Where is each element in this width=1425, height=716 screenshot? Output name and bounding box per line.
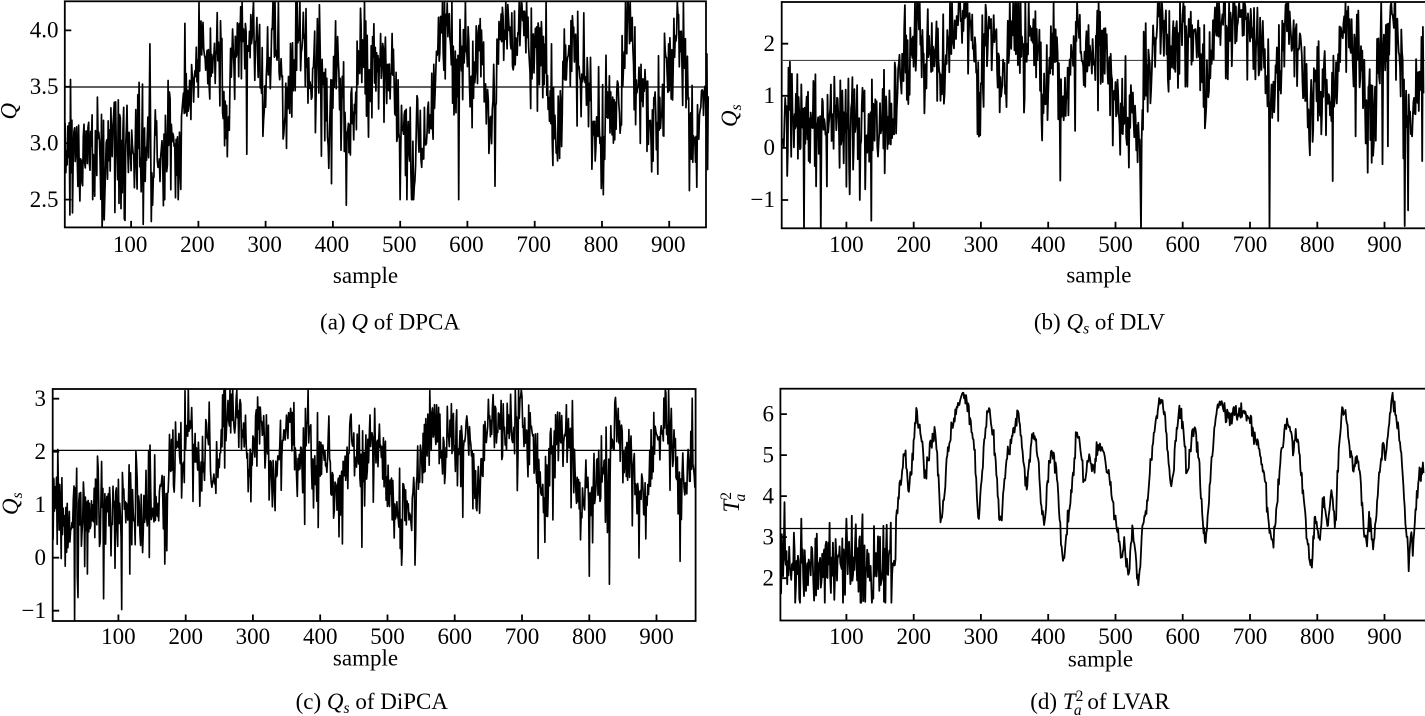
svg-text:800: 800	[584, 232, 619, 257]
svg-text:500: 500	[1098, 232, 1133, 257]
svg-text:5: 5	[763, 442, 775, 467]
svg-text:sample: sample	[333, 646, 398, 671]
svg-text:600: 600	[1165, 232, 1200, 257]
svg-text:300: 300	[964, 232, 999, 257]
svg-text:4.0: 4.0	[30, 18, 59, 43]
svg-text:800: 800	[572, 624, 607, 649]
svg-text:sample: sample	[1066, 263, 1131, 288]
svg-text:(a) Q of DPCA: (a) Q of DPCA	[320, 310, 460, 335]
svg-text:500: 500	[1098, 624, 1133, 649]
svg-text:3.5: 3.5	[30, 74, 59, 99]
svg-text:300: 300	[247, 232, 282, 257]
svg-text:−1: −1	[751, 187, 775, 212]
svg-text:2: 2	[763, 565, 775, 590]
svg-text:1: 1	[764, 83, 776, 108]
svg-text:900: 900	[639, 624, 674, 649]
svg-text:900: 900	[1367, 624, 1402, 649]
svg-text:(c) Qs of DiPCA: (c) Qs of DiPCA	[296, 689, 449, 716]
svg-text:500: 500	[382, 232, 417, 257]
svg-text:100: 100	[113, 232, 148, 257]
svg-text:600: 600	[1165, 624, 1200, 649]
svg-text:300: 300	[964, 624, 999, 649]
svg-text:600: 600	[449, 232, 484, 257]
svg-text:sample: sample	[1068, 647, 1133, 672]
svg-text:600: 600	[437, 624, 472, 649]
svg-text:T2a: T2a	[718, 492, 749, 513]
svg-text:3: 3	[35, 386, 47, 411]
svg-text:Q: Q	[0, 103, 22, 120]
svg-text:200: 200	[896, 624, 931, 649]
svg-text:400: 400	[315, 232, 350, 257]
svg-text:700: 700	[1233, 624, 1268, 649]
svg-text:700: 700	[516, 232, 551, 257]
svg-text:800: 800	[1300, 232, 1335, 257]
svg-text:−1: −1	[22, 598, 46, 623]
svg-text:(d) T2a of LVAR: (d) T2 a of LVAR	[1030, 688, 1170, 716]
svg-text:6: 6	[763, 401, 775, 426]
svg-text:0: 0	[35, 545, 47, 570]
svg-text:900: 900	[651, 232, 686, 257]
svg-text:Qs: Qs	[717, 104, 745, 127]
svg-text:0: 0	[764, 135, 776, 160]
svg-text:100: 100	[829, 624, 864, 649]
svg-text:100: 100	[101, 624, 136, 649]
svg-text:3.0: 3.0	[30, 130, 59, 155]
svg-text:200: 200	[180, 232, 215, 257]
svg-text:400: 400	[1031, 624, 1066, 649]
svg-text:700: 700	[1233, 232, 1268, 257]
svg-text:Qs: Qs	[0, 492, 26, 515]
svg-text:(b) Qs of DLV: (b) Qs of DLV	[1034, 310, 1165, 338]
svg-text:1: 1	[35, 492, 47, 517]
svg-text:900: 900	[1367, 232, 1402, 257]
svg-text:400: 400	[1031, 232, 1066, 257]
svg-text:200: 200	[896, 232, 931, 257]
svg-text:sample: sample	[333, 263, 398, 288]
svg-text:500: 500	[370, 624, 405, 649]
svg-text:800: 800	[1300, 624, 1335, 649]
svg-text:100: 100	[829, 232, 864, 257]
svg-text:2: 2	[35, 439, 47, 464]
svg-text:2: 2	[764, 31, 776, 56]
svg-text:4: 4	[763, 483, 775, 508]
svg-text:700: 700	[505, 624, 540, 649]
svg-text:300: 300	[236, 624, 271, 649]
svg-text:3: 3	[763, 524, 775, 549]
svg-text:2.5: 2.5	[30, 187, 59, 212]
svg-text:200: 200	[168, 624, 203, 649]
svg-text:400: 400	[303, 624, 338, 649]
